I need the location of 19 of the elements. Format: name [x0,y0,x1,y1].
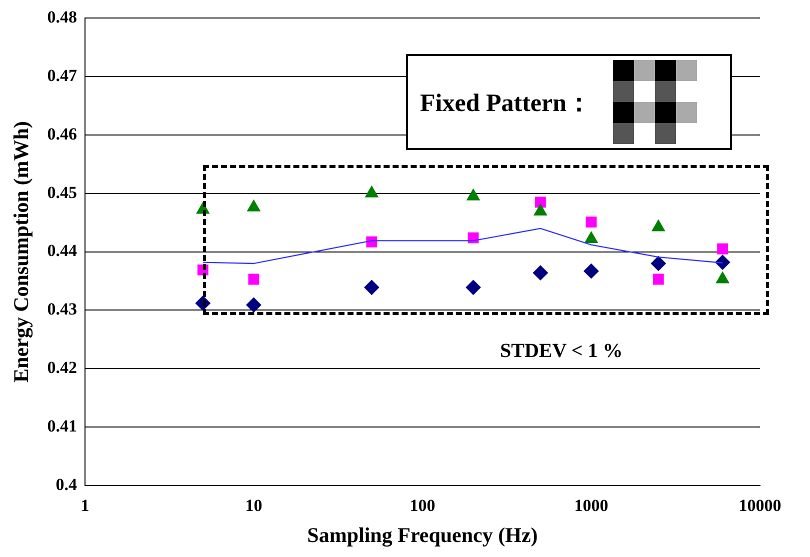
framed-box: Fixed Pattern： [406,54,732,150]
y-tick-label: 0.42 [47,358,77,377]
y-tick-label: 0.4 [56,474,78,494]
x-tick-label: 1000 [574,496,608,515]
y-tick-label: 0.45 [47,182,77,202]
annotation: STDEV < 1 % [494,340,629,363]
x-tick-label: 100 [410,496,436,515]
x-tick-label: 10000 [738,496,782,515]
annotation: Fixed Pattern： [420,89,592,119]
x-axis-title: Sampling Frequency (Hz) [307,522,538,547]
y-tick-label: 0.48 [47,8,77,27]
y-tick-label: 0.46 [47,124,77,144]
y-tick-label: 0.47 [47,66,78,85]
y-tick-label: 0.44 [47,241,78,260]
y-axis-title: Energy Consumption (mWh) [9,121,34,382]
x-tick-label: 1 [80,496,90,515]
y-tick-label: 0.41 [47,416,77,436]
x-tick-label: 10 [245,496,262,515]
y-tick-label: 0.43 [47,300,77,319]
